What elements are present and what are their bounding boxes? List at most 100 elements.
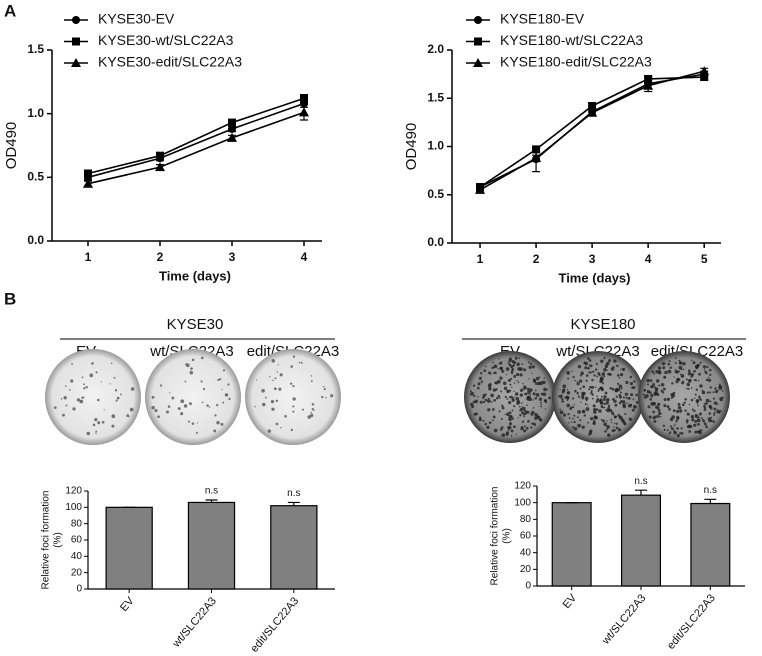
colony: [605, 366, 607, 368]
colony: [100, 381, 103, 383]
colony: [708, 420, 711, 423]
colony: [563, 412, 565, 415]
colony: [525, 426, 529, 430]
colony: [292, 355, 296, 358]
colony: [678, 365, 683, 370]
colony: [313, 409, 315, 411]
colony: [581, 391, 585, 396]
error-bar: [704, 498, 717, 504]
y-axis-label: OD490: [403, 123, 420, 171]
colony: [705, 378, 709, 382]
colony: [698, 380, 700, 382]
colony: [83, 387, 86, 390]
colony: [509, 421, 512, 424]
colony: [499, 361, 503, 365]
colony: [539, 381, 544, 385]
colony: [653, 385, 656, 388]
colony: [704, 370, 706, 372]
colony: [505, 396, 507, 399]
colony: [710, 416, 713, 419]
colony: [509, 383, 512, 386]
colony: [531, 372, 533, 374]
colony: [487, 397, 490, 400]
colony: [673, 425, 675, 427]
colony: [579, 374, 582, 377]
colony: [634, 406, 637, 409]
colony: [526, 387, 530, 391]
colony: [574, 389, 577, 393]
colony: [559, 394, 563, 399]
colony: [567, 391, 569, 394]
colony: [580, 371, 584, 376]
colony: [520, 388, 524, 392]
colony: [701, 390, 706, 395]
colony: [706, 391, 710, 394]
colony: [508, 396, 512, 399]
x-tick-label: 1: [477, 252, 484, 266]
colony: [596, 375, 598, 378]
colony: [521, 406, 524, 408]
colony: [713, 413, 716, 416]
colony: [670, 396, 673, 399]
colony: [601, 382, 604, 385]
colony: [271, 407, 275, 411]
colony: [598, 409, 602, 413]
colony: [60, 398, 63, 400]
colony: [559, 410, 564, 415]
colony: [579, 387, 582, 390]
colony: [709, 386, 712, 389]
colony: [493, 364, 498, 369]
colony: [567, 377, 570, 380]
colony: [536, 393, 538, 395]
colony: [675, 419, 678, 423]
legend-marker: [72, 37, 80, 46]
colony: [652, 410, 656, 414]
colony: [83, 383, 86, 386]
colony: [589, 432, 592, 435]
annotation: n.s: [704, 485, 717, 496]
marker: [532, 145, 541, 154]
x-tick-label: 5: [701, 252, 708, 266]
colony: [714, 387, 717, 390]
colony: [587, 421, 589, 424]
y-tick-label: 40: [520, 547, 532, 558]
series-line: [87, 97, 305, 175]
colony: [671, 415, 675, 419]
colony: [707, 378, 712, 383]
colony: [618, 384, 623, 389]
colony: [171, 396, 175, 400]
colony: [635, 401, 639, 404]
colony: [719, 409, 722, 412]
colony: [508, 363, 511, 366]
colony: [693, 410, 695, 413]
series-line: [87, 111, 305, 185]
colony: [111, 414, 116, 419]
marker: [300, 94, 308, 103]
colony: [507, 426, 510, 429]
colony: [669, 425, 672, 428]
colony: [532, 392, 536, 396]
colony: [191, 358, 195, 362]
colony: [267, 429, 271, 433]
colony: [518, 405, 521, 408]
colony: [473, 394, 476, 398]
colony: [674, 423, 676, 426]
colony: [676, 415, 680, 419]
colony: [687, 379, 692, 383]
colony: [571, 370, 573, 372]
colony: [615, 387, 619, 392]
colony: [510, 370, 514, 373]
colony: [613, 426, 615, 428]
colony: [201, 356, 204, 360]
colony: [577, 423, 581, 428]
colony: [519, 393, 524, 397]
colony: [679, 409, 683, 413]
colony: [603, 357, 606, 360]
colony: [713, 411, 716, 414]
colony: [534, 413, 539, 417]
colony: [713, 407, 717, 411]
colony: [704, 423, 707, 426]
colony: [518, 357, 521, 360]
x-tick-label: EV: [561, 592, 580, 611]
colony: [576, 416, 579, 419]
